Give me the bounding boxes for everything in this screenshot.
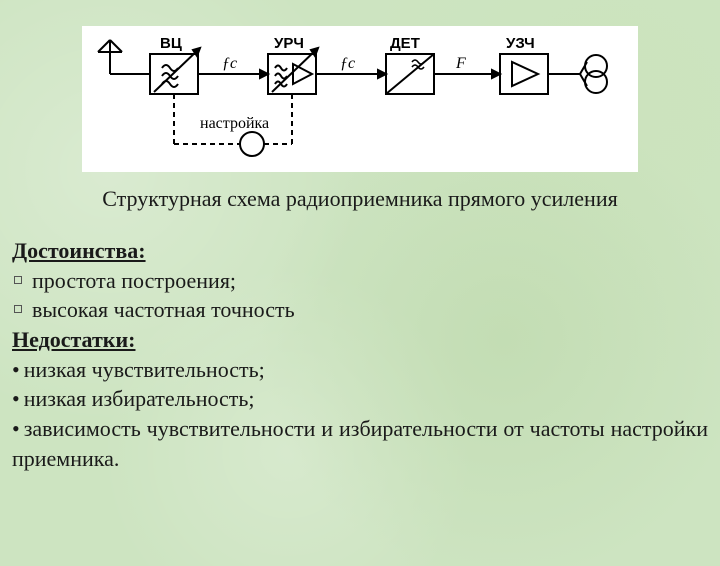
disadvantage-item: •низкая избирательность; xyxy=(12,384,708,414)
dot-bullet-icon: • xyxy=(12,357,20,382)
advantage-text: простота построения; xyxy=(32,266,236,296)
signal-fc2: ƒс xyxy=(340,55,355,72)
diagram-caption: Структурная схема радиоприемника прямого… xyxy=(0,186,720,212)
text-content: Достоинства: простота построения; высока… xyxy=(0,212,720,474)
advantage-item: высокая частотная точность xyxy=(12,295,708,325)
square-bullet-icon xyxy=(14,305,22,313)
disadvantage-text: зависимость чувствительности и избирател… xyxy=(12,416,708,471)
tuning-label: настройка xyxy=(200,115,269,132)
label-urch: УРЧ xyxy=(274,35,304,52)
disadvantage-text: низкая избирательность; xyxy=(24,386,255,411)
dot-bullet-icon: • xyxy=(12,386,20,411)
advantages-heading: Достоинства: xyxy=(12,236,708,266)
disadvantage-item: •низкая чувствительность; xyxy=(12,355,708,385)
label-uzch: УЗЧ xyxy=(506,35,535,52)
advantage-item: простота построения; xyxy=(12,266,708,296)
dot-bullet-icon: • xyxy=(12,416,20,441)
square-bullet-icon xyxy=(14,276,22,284)
disadvantage-item: •зависимость чувствительности и избирате… xyxy=(12,414,708,473)
block-diagram: ВЦ УРЧ ДЕТ УЗЧ ƒс ƒс F настройка xyxy=(82,26,638,172)
label-det: ДЕТ xyxy=(390,35,420,52)
signal-f: F xyxy=(455,55,466,72)
disadvantages-heading: Недостатки: xyxy=(12,325,708,355)
signal-fc1: ƒс xyxy=(222,55,237,72)
advantage-text: высокая частотная точность xyxy=(32,295,295,325)
label-vc: ВЦ xyxy=(160,35,182,52)
disadvantage-text: низкая чувствительность; xyxy=(24,357,265,382)
